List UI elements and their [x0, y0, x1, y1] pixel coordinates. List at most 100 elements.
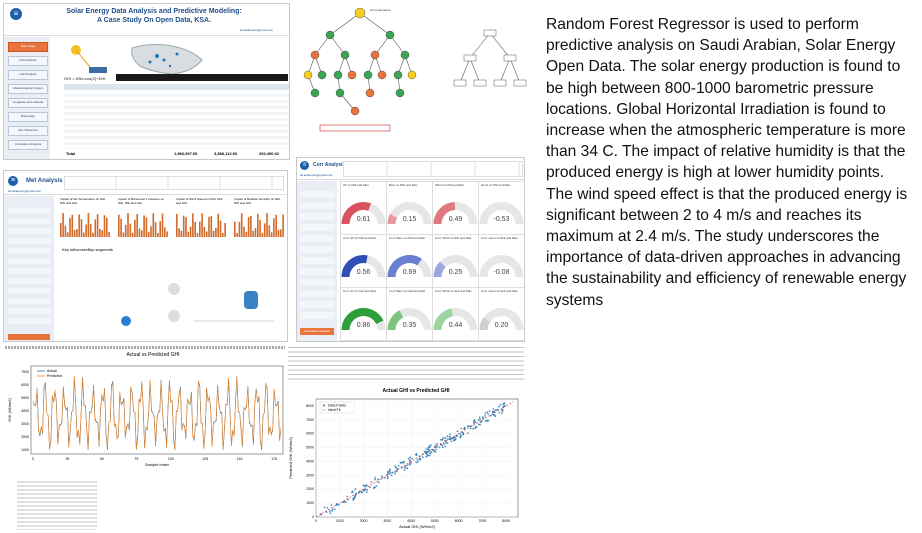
- line-chart-title: Actual vs Predicted GHI: [126, 352, 180, 358]
- data-point: [329, 510, 331, 513]
- nav-meteorological-impact[interactable]: Meteorological Impact: [8, 84, 48, 94]
- met-bar: [127, 213, 129, 237]
- met-filter-sliders[interactable]: [64, 176, 284, 190]
- met-bar: [64, 225, 67, 237]
- table-rows: [64, 91, 289, 149]
- met-menu-icon[interactable]: ≡: [8, 176, 18, 186]
- data-point: [333, 508, 336, 511]
- met-bar: [203, 226, 206, 237]
- met-bar: [263, 223, 266, 237]
- top-segments-tab[interactable]: Top segments: [88, 247, 113, 252]
- nav-data-page[interactable]: Data page: [8, 112, 48, 122]
- met-bar: [245, 231, 248, 237]
- y-tick-label: 4000: [21, 409, 29, 413]
- data-point: [494, 415, 497, 418]
- key-influencers-tab[interactable]: Key influencers: [62, 247, 90, 252]
- data-point: [495, 409, 497, 411]
- tree-edge: [499, 57, 511, 84]
- data-point: [386, 473, 389, 476]
- data-point: [368, 486, 371, 489]
- data-point: [383, 476, 386, 479]
- gauge-fill: [387, 214, 398, 225]
- tree-node: [350, 106, 360, 116]
- met-bar: [76, 229, 78, 237]
- data-point: [486, 420, 488, 422]
- gauge-fill: [387, 255, 422, 278]
- menu-icon[interactable]: ≡: [10, 8, 22, 20]
- met-bar: [164, 227, 166, 237]
- corr-menu-icon[interactable]: ≡: [300, 161, 309, 170]
- met-bar: [259, 220, 261, 237]
- met-bar: [94, 219, 97, 237]
- data-point: [453, 435, 456, 438]
- x-tick-label: 150: [237, 457, 243, 461]
- met-bar: [108, 232, 110, 237]
- dashboard-email: ali.kadeepur@gmail.com: [240, 28, 274, 32]
- corr-analysis-button[interactable]: Correlation Analysis: [300, 328, 334, 335]
- y-tick-label: 5000: [306, 446, 314, 450]
- scatter-chart: 0 1000 2000 3000 4000 5000 6000 7000 8000 0 1000 20…: [288, 398, 519, 529]
- corr-title: Corr Analysis: [313, 162, 346, 168]
- y-tick-label: 5000: [21, 396, 29, 400]
- met-bar: [134, 219, 136, 237]
- corr-analysis-screenshot: ≡ Corr Analysis ali.kadeepur@gmail.com C…: [296, 157, 525, 342]
- data-point: [445, 442, 447, 444]
- met-bar: [201, 213, 203, 237]
- met-sidebar-active-button[interactable]: [8, 334, 50, 340]
- data-point: [410, 462, 412, 464]
- data-point: [422, 456, 424, 459]
- data-point: [444, 437, 447, 440]
- nav-dhi-analysis[interactable]: DHI Analysis: [8, 56, 48, 66]
- met-bar: [199, 221, 201, 237]
- data-point: [480, 421, 482, 424]
- data-point: [429, 451, 432, 454]
- met-bar: [161, 213, 164, 237]
- data-point: [394, 471, 397, 473]
- data-point: [451, 437, 453, 440]
- nav-correlation-analysis[interactable]: Correlation Analysis: [8, 140, 48, 150]
- data-point: [426, 450, 428, 453]
- data-point: [325, 511, 328, 514]
- met-bar: [60, 223, 62, 237]
- nav-ghi-analysis[interactable]: GHI Analysis: [8, 70, 48, 80]
- data-point: [418, 457, 421, 460]
- met-bar: [150, 226, 152, 237]
- scatter-chart-panel: Actual GHI vs Predicted GHI 0 1000 2000 300…: [286, 345, 526, 533]
- gauge-value: 0.69: [402, 269, 417, 276]
- data-point: [489, 414, 492, 417]
- table-header: [64, 84, 289, 90]
- legend-box: [319, 401, 355, 414]
- corr-filter-sliders[interactable]: [343, 161, 523, 177]
- met-bar: [266, 213, 268, 237]
- data-point: [492, 408, 495, 410]
- data-point: [460, 427, 463, 430]
- data-point: [447, 438, 449, 440]
- data-point: [501, 412, 503, 415]
- gauge-card: Humi vs DNI and Max -0.53: [478, 181, 524, 235]
- nav-main-page[interactable]: Main Page: [8, 42, 48, 52]
- data-point: [389, 470, 391, 473]
- description-text: Random Forest Regressor is used to perfo…: [546, 16, 908, 309]
- corr-sidebar-buttons[interactable]: [300, 191, 334, 321]
- data-point: [415, 454, 418, 457]
- met-bar: [152, 213, 155, 237]
- nav-longitude-latitude[interactable]: Longitude and Latitude: [8, 98, 48, 108]
- gauge-card: Baro vs DNI and Max 0.15: [386, 181, 433, 235]
- gauge-value: -0.08: [493, 269, 510, 276]
- nav-met-influences[interactable]: Met Influences: [8, 126, 48, 136]
- met-sidebar-buttons[interactable]: [8, 208, 50, 328]
- met-email: ali.kadeepur@gmail.com: [8, 189, 42, 193]
- data-point: [436, 442, 438, 445]
- data-point: [373, 486, 376, 489]
- met-bar: [250, 215, 252, 237]
- gauge-card: Corr: Baro vs DNI and Max 0.69: [386, 234, 433, 288]
- tree-box: [463, 54, 477, 62]
- met-bar: [89, 224, 92, 237]
- y-tick-label: 7000: [306, 418, 314, 422]
- tree-box: [453, 79, 467, 87]
- met-bar: [182, 215, 185, 237]
- met-bar: [240, 213, 243, 237]
- dashboard-screenshot: ≡ Solar Energy Data Analysis and Predict…: [3, 3, 290, 160]
- data-point: [484, 412, 487, 415]
- data-point: [403, 466, 406, 468]
